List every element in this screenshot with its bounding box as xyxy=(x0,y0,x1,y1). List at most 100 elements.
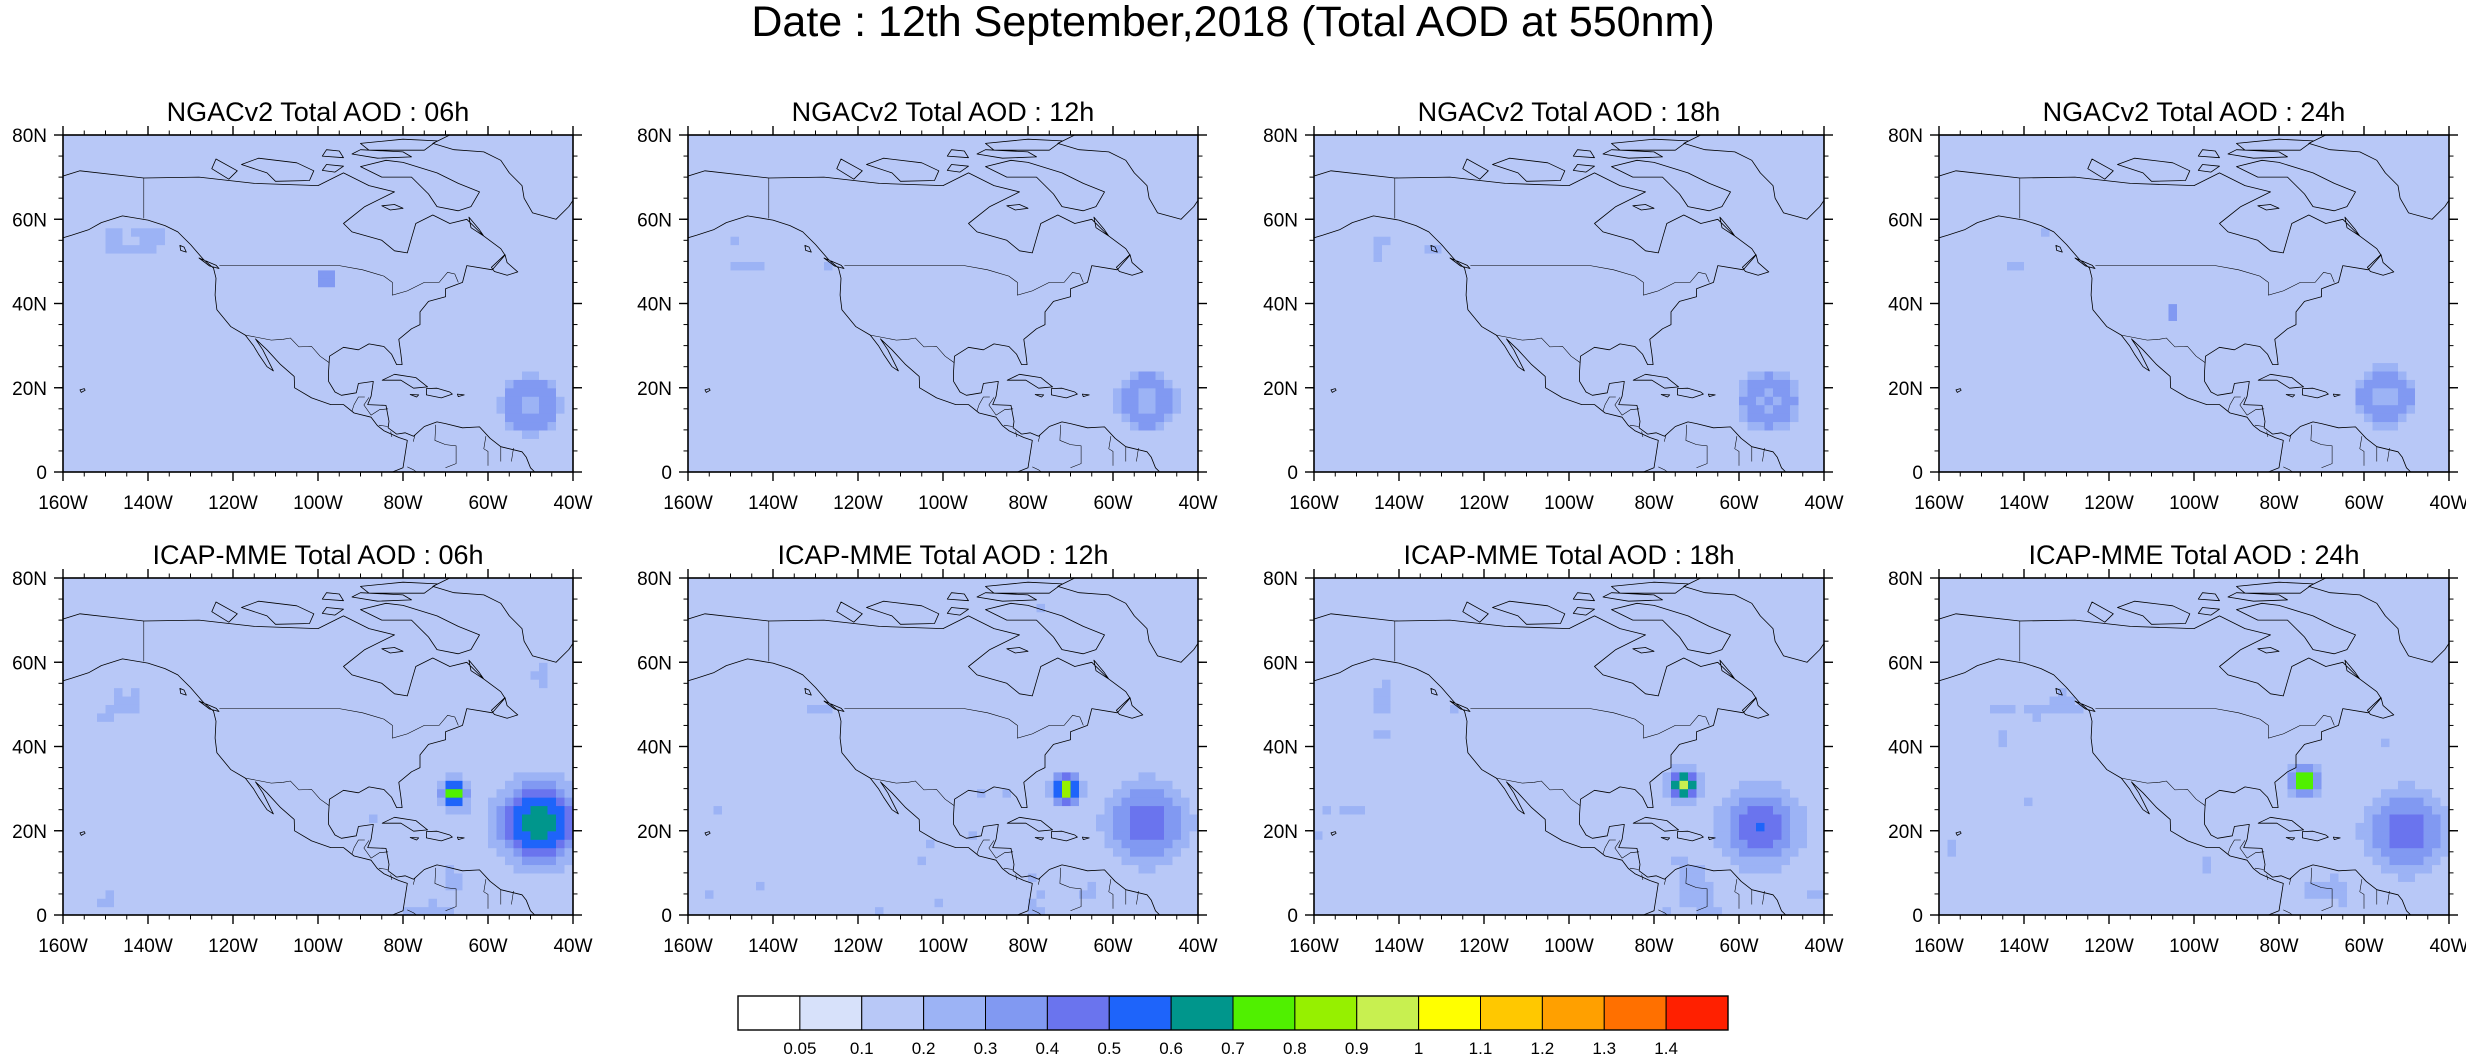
aod-cell xyxy=(1104,303,1114,313)
aod-cell xyxy=(522,337,532,347)
aod-cell xyxy=(63,370,73,380)
aod-cell xyxy=(216,177,226,187)
aod-cell xyxy=(900,438,910,448)
aod-cell xyxy=(773,151,783,161)
aod-cell xyxy=(1121,193,1131,204)
aod-cell xyxy=(267,286,277,296)
aod-cell xyxy=(858,438,868,448)
aod-cell xyxy=(968,269,978,279)
aod-cell xyxy=(428,463,438,472)
aod-cell xyxy=(207,143,217,153)
aod-cell xyxy=(994,295,1004,305)
aod-cell xyxy=(1028,295,1038,305)
aod-cell xyxy=(1172,202,1182,212)
aod-cell xyxy=(547,278,557,288)
aod-cell xyxy=(352,413,362,423)
aod-cell xyxy=(63,337,73,347)
aod-cell xyxy=(437,219,447,229)
aod-cell xyxy=(1087,168,1097,178)
aod-cell xyxy=(148,438,158,448)
aod-cell xyxy=(1138,337,1148,347)
aod-cell xyxy=(97,446,107,456)
aod-cell xyxy=(934,429,944,439)
aod-cell xyxy=(267,160,277,170)
aod-cell xyxy=(326,236,336,246)
aod-cell xyxy=(530,244,540,254)
aod-cell xyxy=(394,379,404,389)
aod-cell xyxy=(824,429,834,439)
aod-cell xyxy=(756,227,766,237)
aod-cell xyxy=(688,202,698,212)
aod-cell xyxy=(556,219,566,229)
aod-cell xyxy=(488,177,498,187)
aod-cell xyxy=(1164,286,1174,296)
aod-cell xyxy=(1189,396,1198,406)
aod-cell xyxy=(479,446,489,456)
aod-cell xyxy=(88,429,98,439)
aod-cell xyxy=(696,252,706,262)
aod-cell xyxy=(471,446,481,456)
aod-cell xyxy=(445,210,455,220)
aod-cell xyxy=(403,210,413,220)
aod-cell xyxy=(394,328,404,338)
aod-cell xyxy=(781,227,791,237)
aod-cell xyxy=(875,446,885,456)
aod-cell xyxy=(934,337,944,347)
aod-cell xyxy=(97,421,107,431)
aod-cell xyxy=(747,337,757,347)
aod-cell xyxy=(1053,311,1063,321)
aod-cell xyxy=(318,463,328,472)
aod-cell xyxy=(764,362,774,372)
aod-cell xyxy=(858,404,868,414)
aod-cell xyxy=(148,210,158,220)
aod-cell xyxy=(934,278,944,288)
aod-cell xyxy=(934,177,944,187)
aod-cell xyxy=(148,244,158,254)
aod-cell xyxy=(994,337,1004,347)
aod-cell xyxy=(139,396,149,406)
aod-cell xyxy=(841,362,851,372)
aod-cell xyxy=(114,328,124,338)
main-title: Date : 12th September,2018 (Total AOD at… xyxy=(0,0,2466,44)
map-panel: 160W 140W 120W 100W 80W 60W 40W020N40N60N80NNG… xyxy=(637,97,1217,514)
aod-cell xyxy=(224,370,234,380)
aod-cell xyxy=(832,210,842,220)
aod-cell xyxy=(1130,404,1140,414)
aod-cell xyxy=(943,160,953,170)
aod-cell xyxy=(1172,311,1182,321)
aod-cell xyxy=(934,269,944,279)
aod-cell xyxy=(352,151,362,161)
aod-cell xyxy=(1070,303,1080,313)
aod-cell xyxy=(994,177,1004,187)
aod-cell xyxy=(267,438,277,448)
aod-cell xyxy=(301,135,311,145)
aod-cell xyxy=(411,387,421,397)
aod-cell xyxy=(556,135,566,145)
aod-cell xyxy=(114,168,124,178)
aod-cell xyxy=(1155,328,1165,338)
aod-cell xyxy=(148,286,158,296)
aod-cell xyxy=(824,227,834,237)
aod-cell xyxy=(386,168,396,178)
aod-cell xyxy=(909,286,919,296)
aod-cell xyxy=(326,396,336,406)
aod-cell xyxy=(513,429,523,439)
aod-cell xyxy=(1087,210,1097,220)
aod-cell xyxy=(1002,252,1012,262)
aod-cell xyxy=(1147,328,1157,338)
aod-cell xyxy=(114,143,124,153)
aod-cell xyxy=(428,311,438,321)
aod-cell xyxy=(335,168,345,178)
aod-cell xyxy=(539,303,549,313)
aod-cell xyxy=(80,404,90,414)
aod-cell xyxy=(1130,379,1140,389)
aod-cell xyxy=(343,135,353,145)
aod-cell xyxy=(1189,354,1198,364)
aod-cell xyxy=(377,370,387,380)
aod-cell xyxy=(926,320,936,330)
aod-cell xyxy=(858,278,868,288)
aod-cell xyxy=(773,429,783,439)
aod-cell xyxy=(926,396,936,406)
aod-cell xyxy=(1036,455,1046,465)
aod-cell xyxy=(267,185,277,195)
